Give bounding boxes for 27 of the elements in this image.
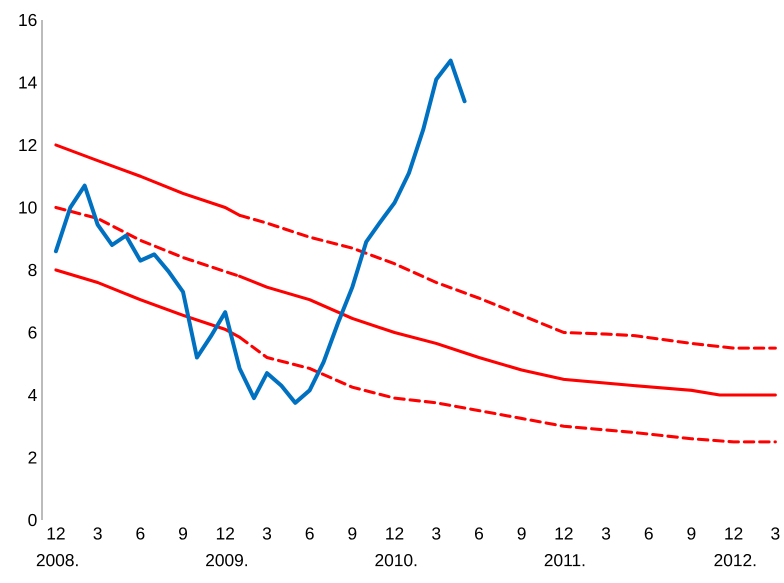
x-tick-label: 6 xyxy=(644,527,653,540)
y-tick-label: 2 xyxy=(28,451,36,464)
x-tick-label: 3 xyxy=(94,527,102,540)
y-tick-label: 10 xyxy=(19,201,37,214)
x-tick-label: 12 2012. xyxy=(714,527,756,566)
x-tick-label: 6 xyxy=(136,527,144,540)
y-tick-label: 0 xyxy=(28,514,37,526)
x-tick-label: 9 xyxy=(687,527,696,540)
x-tick-label: 3 xyxy=(432,527,440,540)
x-tick-label: 3 xyxy=(771,527,780,540)
y-tick-label: 8 xyxy=(28,264,37,276)
x-tick-label: 9 xyxy=(348,527,356,540)
x-tick-label: 6 xyxy=(475,527,484,540)
x-tick-label: 9 xyxy=(518,527,526,540)
y-tick-label: 16 xyxy=(19,14,37,26)
x-tick-label: 6 xyxy=(306,527,314,540)
x-tick-label: 9 xyxy=(179,527,188,540)
y-tick-label: 12 xyxy=(19,138,36,152)
x-tick-label: 12 2009. xyxy=(206,527,248,566)
x-tick-label: 3 xyxy=(602,527,610,540)
y-tick-label: 14 xyxy=(19,76,37,88)
y-tick-label: 6 xyxy=(28,326,37,339)
x-tick-label: 3 xyxy=(262,527,272,540)
x-tick-label: 12 2008. xyxy=(36,527,78,566)
y-tick-label: 4 xyxy=(28,389,37,401)
x-tick-label: 12 2010. xyxy=(375,527,416,566)
x-tick-label: 12 2011. xyxy=(544,527,584,566)
